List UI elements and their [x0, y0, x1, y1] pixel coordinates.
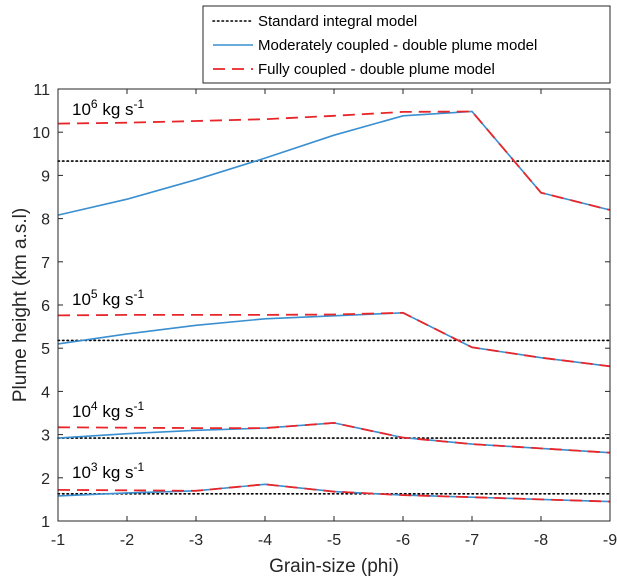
flux-annotation: 104 kg s-1 [72, 399, 145, 421]
axis-ticks: -1 -2 -3 -4 -5 -6 -7 -8 -9 1 2 3 4 5 6 7 8 9 10 11 [32, 82, 617, 549]
y-tick-label: 4 [41, 384, 50, 401]
legend-label-standard: Standard integral model [258, 13, 417, 30]
flux-annotation: 106 kg s-1 [72, 97, 145, 119]
legend-box [202, 5, 611, 84]
series-line-full-3 [57, 483, 611, 503]
series-line-moderate-1 [57, 311, 611, 368]
x-tick-label: -3 [189, 532, 203, 549]
x-tick-label: -6 [396, 532, 410, 549]
annotation-layer: 106 kg s-1 105 kg s-1 104 kg s-1 103 kg s-1 [72, 97, 145, 482]
x-tick-label: -8 [534, 532, 548, 549]
y-tick-label: 5 [41, 341, 50, 358]
plot-area-frame [57, 88, 611, 522]
y-tick-label: 7 [41, 255, 50, 272]
x-tick-label: -1 [51, 532, 65, 549]
y-tick-label: 9 [41, 168, 50, 185]
series-line-moderate-3 [57, 483, 611, 503]
y-tick-label: 8 [41, 212, 50, 229]
legend-label-moderate: Moderately coupled - double plume model [258, 37, 537, 54]
x-tick-label: -2 [120, 532, 134, 549]
y-tick-label: 10 [32, 125, 50, 142]
legend-label-full: Fully coupled - double plume model [258, 61, 495, 78]
y-tick-label: 3 [41, 428, 50, 445]
x-tick-label: -7 [465, 532, 479, 549]
y-tick-label: 6 [41, 298, 50, 315]
series-layer [57, 110, 611, 503]
series-line-full-1 [57, 311, 611, 368]
series-line-moderate-0 [57, 110, 611, 216]
flux-annotation: 105 kg s-1 [72, 287, 145, 309]
y-axis-label: Plume height (km a.s.l) [10, 208, 31, 402]
flux-annotation: 103 kg s-1 [72, 460, 145, 482]
series-line-full-0 [57, 110, 611, 211]
x-tick-label: -4 [258, 532, 272, 549]
y-tick-label: 2 [41, 471, 50, 488]
y-tick-label: 1 [41, 514, 50, 531]
legend: Standard integral model Moderately couple… [202, 5, 611, 84]
x-tick-label: -9 [603, 532, 617, 549]
x-axis-label: Grain-size (phi) [269, 556, 399, 577]
y-tick-label: 11 [33, 82, 50, 99]
series-line-full-2 [57, 421, 611, 454]
x-tick-label: -5 [327, 532, 341, 549]
